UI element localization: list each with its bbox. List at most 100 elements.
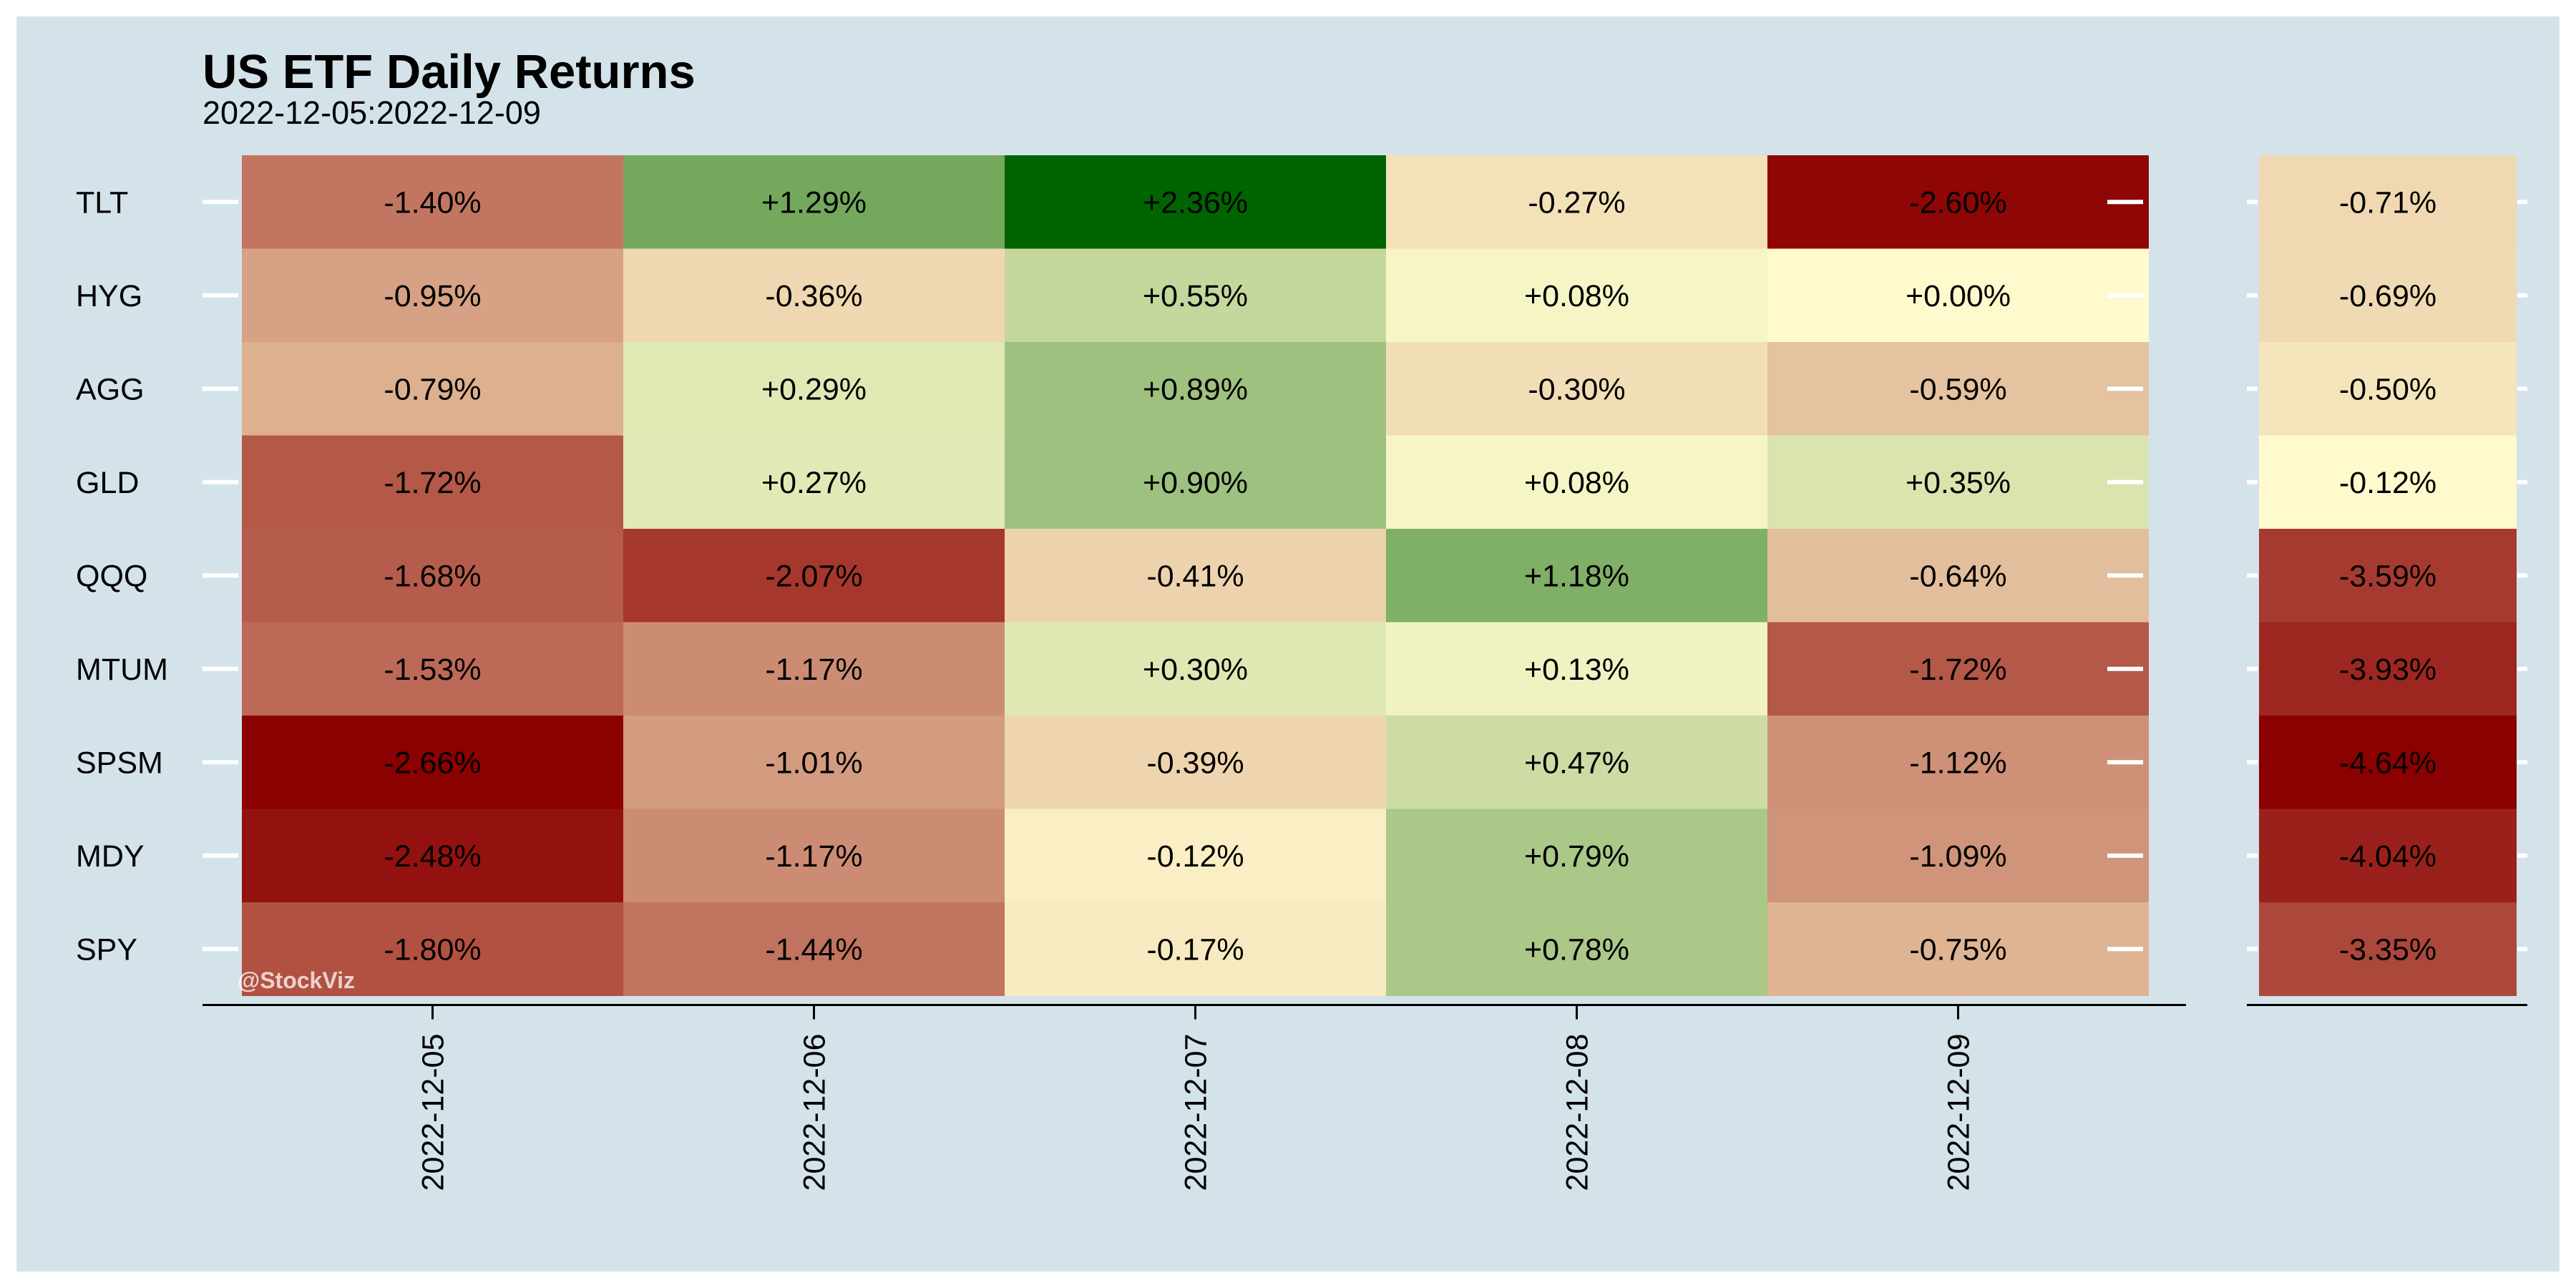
heatmap-cell bbox=[1767, 716, 2149, 809]
cell-value-label: -1.72% bbox=[384, 466, 481, 500]
cell-value-label: +0.55% bbox=[1143, 279, 1248, 313]
summary-value-label: -4.64% bbox=[2339, 746, 2436, 780]
heatmap-cell bbox=[1386, 342, 1767, 436]
cell-value-label: -1.40% bbox=[384, 185, 481, 220]
cell-value-label: -2.07% bbox=[765, 559, 862, 593]
heatmap-cell bbox=[1005, 809, 1386, 903]
cell-value-label: +1.18% bbox=[1524, 559, 1629, 593]
cell-value-label: +0.29% bbox=[761, 372, 867, 406]
summary-cell bbox=[2259, 716, 2517, 809]
heatmap-cell bbox=[1767, 902, 2149, 996]
cell-value-label: +0.47% bbox=[1524, 746, 1629, 780]
row-label: GLD bbox=[76, 466, 139, 500]
heatmap-cell bbox=[242, 902, 623, 996]
heatmap-cell bbox=[1005, 155, 1386, 249]
main-heatmap: -1.40% +1.29% +2.36% -0.27% -2.60% -0.95% -0.3… bbox=[242, 155, 2149, 996]
heatmap-cell bbox=[623, 435, 1005, 530]
row-label: HYG bbox=[76, 279, 142, 313]
cell-value-label: -0.27% bbox=[1528, 185, 1625, 220]
cell-value-label: +0.35% bbox=[1906, 466, 2011, 500]
heatmap-cell bbox=[623, 902, 1005, 996]
row-label: QQQ bbox=[76, 559, 147, 593]
heatmap-cell bbox=[1005, 342, 1386, 436]
cell-value-label: -0.30% bbox=[1528, 372, 1625, 406]
watermark: @StockViz bbox=[238, 967, 355, 993]
heatmap-cell bbox=[1386, 248, 1767, 343]
summary-cell bbox=[2259, 529, 2517, 623]
cell-value-label: -1.80% bbox=[384, 932, 481, 967]
cell-value-label: +0.13% bbox=[1524, 653, 1629, 687]
summary-value-label: -3.35% bbox=[2339, 932, 2436, 967]
heatmap-cell bbox=[1386, 435, 1767, 530]
heatmap-cell bbox=[623, 248, 1005, 343]
chart-subtitle: 2022-12-05:2022-12-09 bbox=[203, 94, 541, 131]
summary-value-label: -4.04% bbox=[2339, 839, 2436, 874]
cell-value-label: +0.27% bbox=[761, 466, 867, 500]
cell-value-label: -0.95% bbox=[384, 279, 481, 313]
cell-value-label: -1.53% bbox=[384, 653, 481, 687]
cell-value-label: -1.72% bbox=[1909, 653, 2006, 687]
cell-value-label: +0.30% bbox=[1143, 653, 1248, 687]
heatmap-cell bbox=[1386, 902, 1767, 996]
heatmap-cell bbox=[1005, 716, 1386, 809]
heatmap-cell bbox=[1005, 248, 1386, 343]
cell-value-label: -1.68% bbox=[384, 559, 481, 593]
x-tick-label: 2022-12-08 bbox=[1561, 1034, 1595, 1191]
x-tick-label: 2022-12-06 bbox=[798, 1034, 832, 1191]
cell-value-label: -1.17% bbox=[765, 653, 862, 687]
x-axis-labels: 2022-12-05 2022-12-06 2022-12-07 2022-12-08… bbox=[416, 1034, 1976, 1191]
cell-value-label: -2.60% bbox=[1909, 185, 2006, 220]
cell-value-label: -0.36% bbox=[765, 279, 862, 313]
cell-value-label: -1.09% bbox=[1909, 839, 2006, 874]
heatmap-cell bbox=[623, 342, 1005, 436]
heatmap-cell bbox=[1767, 155, 2149, 249]
heatmap-cell bbox=[1767, 529, 2149, 623]
summary-cell bbox=[2259, 435, 2517, 530]
summary-cell bbox=[2259, 809, 2517, 903]
chart-title: US ETF Daily Returns bbox=[203, 45, 696, 99]
heatmap-cell bbox=[1767, 809, 2149, 903]
summary-cell bbox=[2259, 155, 2517, 249]
row-labels: TLT HYG AGG GLD QQQ MTUM SPSM MDY SPY bbox=[76, 185, 168, 967]
heatmap-cell bbox=[1767, 342, 2149, 436]
summary-value-label: -0.69% bbox=[2339, 279, 2436, 313]
x-tick-label: 2022-12-09 bbox=[1942, 1034, 1976, 1191]
row-label: SPY bbox=[76, 932, 137, 967]
heatmap-cell bbox=[242, 716, 623, 809]
cell-value-label: -1.17% bbox=[765, 839, 862, 874]
cell-value-label: -1.12% bbox=[1909, 746, 2006, 780]
summary-cell bbox=[2259, 622, 2517, 716]
summary-value-label: -0.50% bbox=[2339, 372, 2436, 406]
axes bbox=[203, 200, 2527, 1020]
cell-value-label: +0.08% bbox=[1524, 279, 1629, 313]
summary-value-label: -3.59% bbox=[2339, 559, 2436, 593]
cell-value-label: -1.44% bbox=[765, 932, 862, 967]
cell-value-label: +0.08% bbox=[1524, 466, 1629, 500]
cell-value-label: +0.78% bbox=[1524, 932, 1629, 967]
heatmap-cell bbox=[242, 529, 623, 623]
heatmap-cell bbox=[1386, 809, 1767, 903]
heatmap-cell bbox=[1767, 435, 2149, 530]
cell-value-label: -0.12% bbox=[1146, 839, 1244, 874]
summary-cell bbox=[2259, 902, 2517, 996]
heatmap-cell bbox=[623, 716, 1005, 809]
cell-value-label: +0.90% bbox=[1143, 466, 1248, 500]
heatmap-cell bbox=[242, 809, 623, 903]
row-label: MDY bbox=[76, 839, 145, 874]
heatmap-cell bbox=[1386, 716, 1767, 809]
summary-value-label: -3.93% bbox=[2339, 653, 2436, 687]
row-label: TLT bbox=[76, 185, 128, 220]
heatmap-cell bbox=[623, 622, 1005, 716]
cell-value-label: +2.36% bbox=[1143, 185, 1248, 220]
heatmap-cell bbox=[242, 248, 623, 343]
heatmap-cell bbox=[623, 809, 1005, 903]
x-tick-label: 2022-12-07 bbox=[1179, 1034, 1214, 1191]
cell-value-label: -0.39% bbox=[1146, 746, 1244, 780]
cell-value-label: -0.17% bbox=[1146, 932, 1244, 967]
heatmap-cell bbox=[1767, 622, 2149, 716]
x-tick-label: 2022-12-05 bbox=[416, 1034, 451, 1191]
row-label: AGG bbox=[76, 372, 145, 406]
summary-value-label: -0.12% bbox=[2339, 466, 2436, 500]
row-label: SPSM bbox=[76, 746, 163, 780]
heatmap-cell bbox=[242, 155, 623, 249]
